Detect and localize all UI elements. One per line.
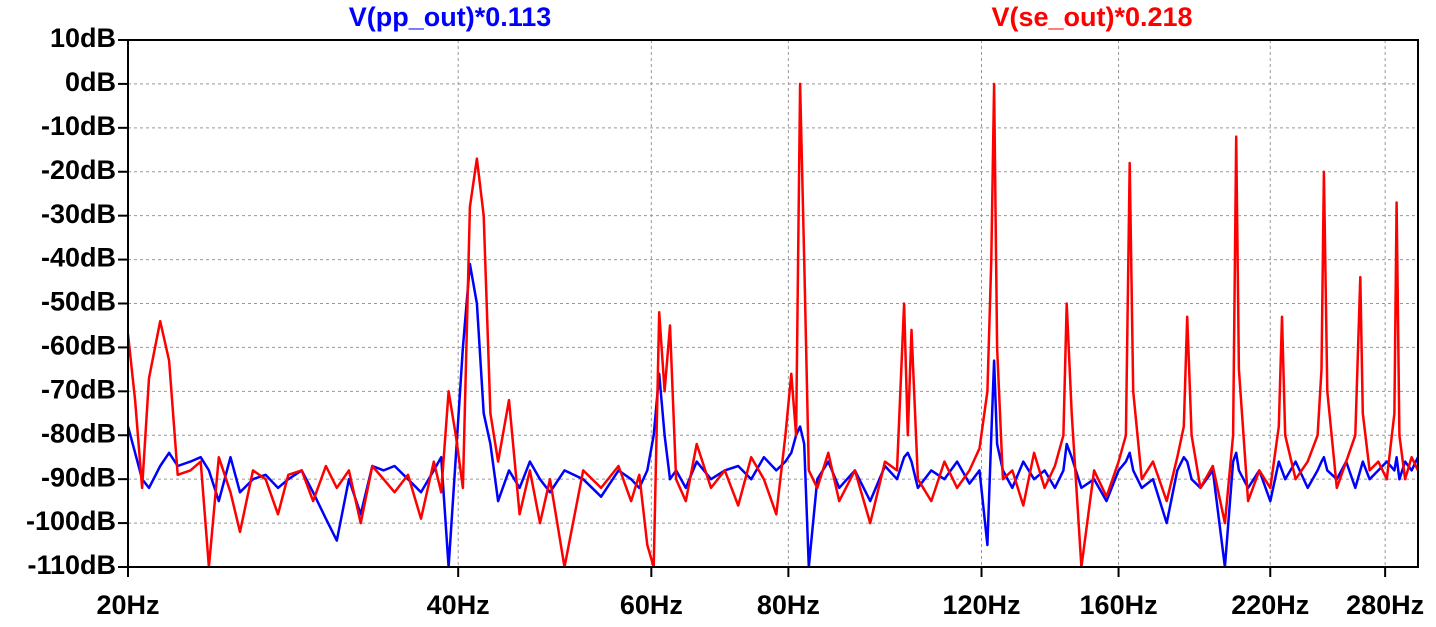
series-line bbox=[128, 82, 1418, 567]
y-tick-label: -60dB bbox=[41, 331, 116, 361]
y-tick-label: -40dB bbox=[41, 243, 116, 273]
y-tick-label: 0dB bbox=[65, 67, 116, 97]
y-tick-label: -90dB bbox=[41, 462, 116, 492]
y-tick-label: -110dB bbox=[27, 550, 116, 580]
x-tick-label: 60Hz bbox=[620, 590, 683, 620]
x-tick-label: 220Hz bbox=[1231, 590, 1309, 620]
x-tick-label: 40Hz bbox=[427, 590, 490, 620]
legend-entry: V(se_out)*0.218 bbox=[991, 2, 1192, 32]
y-tick-label: -20dB bbox=[41, 155, 116, 185]
plot-frame bbox=[127, 39, 1419, 568]
y-tick-label: -100dB bbox=[26, 506, 116, 536]
y-tick-label: -80dB bbox=[41, 418, 116, 448]
y-tick-label: -30dB bbox=[41, 199, 116, 229]
y-tick-label: -10dB bbox=[41, 111, 116, 141]
legend-entry: V(pp_out)*0.113 bbox=[349, 2, 552, 32]
y-tick-label: -50dB bbox=[41, 287, 116, 317]
x-tick-label: 160Hz bbox=[1080, 590, 1158, 620]
y-tick-label: 10dB bbox=[50, 23, 116, 53]
x-tick-label: 280Hz bbox=[1346, 590, 1424, 620]
y-tick-label: -70dB bbox=[41, 374, 116, 404]
x-tick-label: 120Hz bbox=[942, 590, 1020, 620]
x-tick-label: 20Hz bbox=[96, 590, 159, 620]
x-tick-label: 80Hz bbox=[757, 590, 820, 620]
